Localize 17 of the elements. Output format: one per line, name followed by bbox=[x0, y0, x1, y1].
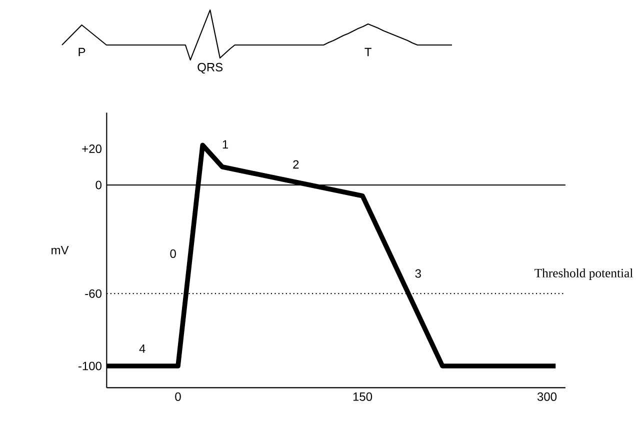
y-tick-label: -60 bbox=[85, 289, 102, 298]
annotation: 3 bbox=[415, 269, 421, 278]
annotation: 0 bbox=[170, 249, 176, 258]
annotation: P bbox=[78, 48, 86, 56]
x-tick-label: 300 bbox=[537, 392, 557, 401]
annotation: 4 bbox=[139, 344, 146, 353]
annotation: 2 bbox=[293, 160, 299, 169]
ref-line-label: Threshold potential bbox=[534, 268, 633, 280]
x-tick-label: 150 bbox=[353, 392, 372, 401]
annotation: 1 bbox=[222, 140, 228, 149]
text: QRS bbox=[198, 62, 223, 74]
y-tick-label: 0 bbox=[96, 180, 102, 190]
x-tick-label: 0 bbox=[175, 392, 181, 401]
annotation: T bbox=[364, 48, 372, 56]
y-tick-label: -100 bbox=[78, 362, 102, 370]
y-axis-title: mV bbox=[52, 246, 69, 254]
y-tick-label: +20 bbox=[82, 144, 102, 154]
